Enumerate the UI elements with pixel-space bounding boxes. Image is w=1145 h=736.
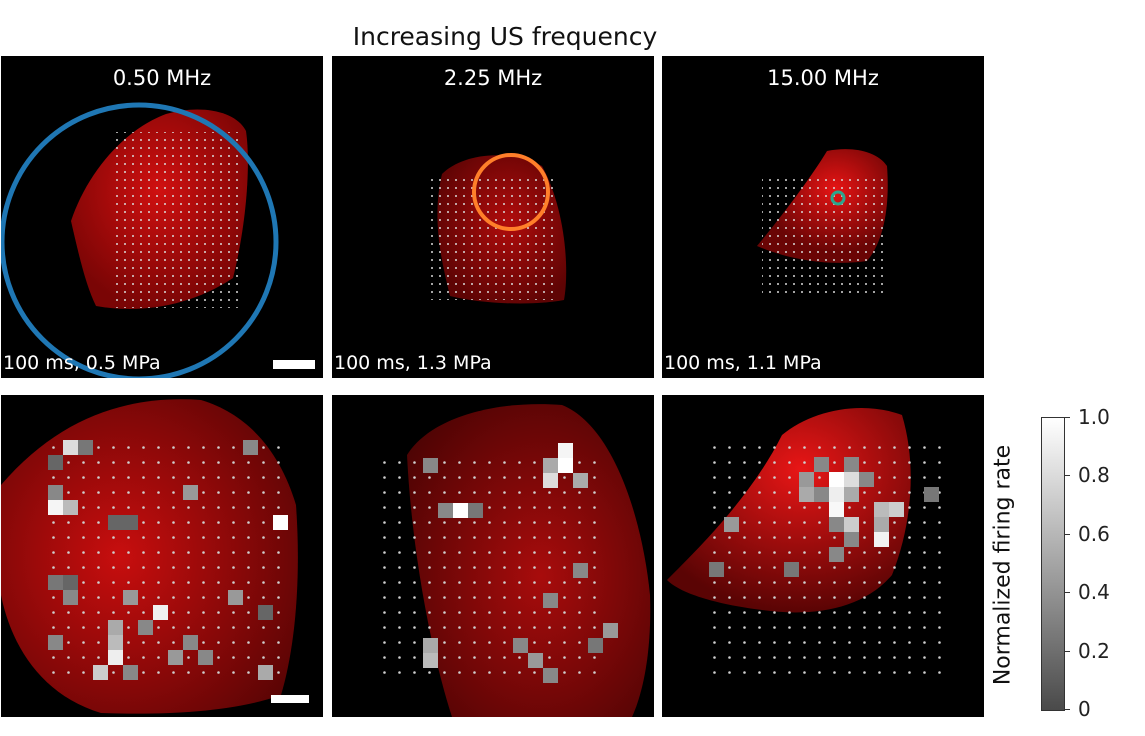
focal-circle (830, 190, 846, 206)
panel-top-15mhz: 15.00 MHz 100 ms, 1.1 MPa (662, 56, 984, 378)
tissue-image (430, 153, 567, 304)
firing-pixels (709, 457, 939, 577)
firing-rate-map (382, 404, 651, 717)
colorbar (1041, 417, 1065, 711)
condition-label: 100 ms, 1.1 MPa (664, 352, 822, 374)
colorbar-tick-mark (1064, 592, 1070, 594)
colorbar-tick-mark (1064, 533, 1070, 535)
condition-label: 100 ms, 0.5 MPa (3, 352, 161, 374)
panel-bottom-0-50mhz (1, 395, 323, 717)
frequency-label: 0.50 MHz (112, 66, 212, 90)
panel-top-0-50mhz: 0.50 MHz 100 ms, 0.5 MPa (1, 56, 323, 378)
panel-bottom-15mhz (662, 395, 984, 717)
frequency-label: 2.25 MHz (443, 66, 543, 90)
scale-bar (271, 695, 309, 703)
colorbar-tick-label: 0.4 (1078, 580, 1110, 605)
colorbar-tick-mark (1064, 709, 1070, 710)
panel-top-2-25mhz: 2.25 MHz 100 ms, 1.3 MPa (332, 56, 654, 378)
firing-pixels (48, 440, 288, 680)
colorbar-tick-label: 0.6 (1078, 521, 1110, 546)
colorbar-tick-mark (1064, 417, 1070, 418)
figure-title: Increasing US frequency (352, 22, 658, 51)
focal-circle (1, 102, 279, 378)
colorbar-tick-label: 0.2 (1078, 638, 1110, 663)
colorbar-tick-label: 0.8 (1078, 463, 1110, 488)
firing-rate-map (667, 407, 952, 685)
colorbar-label: Normalized firing rate (990, 444, 1016, 686)
focal-circle (472, 153, 550, 231)
colorbar-tick-label: 1.0 (1078, 405, 1110, 429)
tissue-image (1, 102, 315, 378)
firing-rate-map (1, 399, 309, 714)
firing-pixels (423, 443, 618, 683)
colorbar-tick-mark (1064, 650, 1070, 652)
frequency-label: 15.00 MHz (767, 66, 879, 90)
scale-bar (273, 360, 315, 369)
condition-label: 100 ms, 1.3 MPa (334, 352, 492, 374)
panel-bottom-2-25mhz (332, 395, 654, 717)
colorbar-tick-mark (1064, 475, 1070, 477)
colorbar-tick-label: 0 (1078, 697, 1091, 721)
tissue-image (757, 149, 888, 298)
